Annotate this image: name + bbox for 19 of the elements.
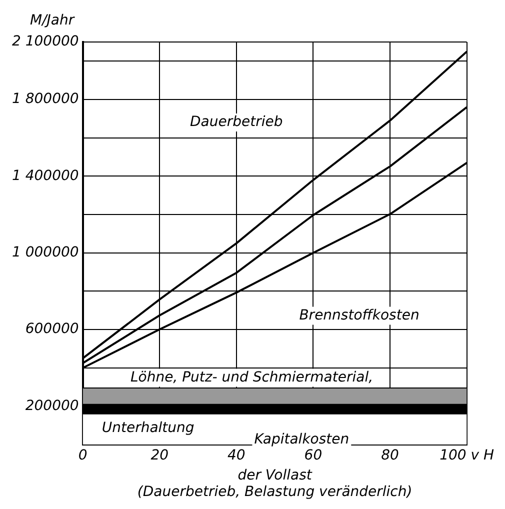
y-tick-label: 1 800000 [12,91,79,108]
annotation: Dauerbetrieb [190,114,283,130]
x-tick-label: 0 [78,448,88,464]
x-axis-title: der Vollast (Dauerbetrieb, Belastung veränderlich) [137,467,412,500]
y-tick-label: 1 400000 [12,168,79,184]
x-tick-label: 20 [150,448,169,464]
annotation: Kapitalkosten [254,431,350,448]
y-tick-label: 1 000000 [12,244,79,261]
y-axis-title: M/Jahr [30,12,76,29]
annotation: Brennstoffkosten [299,307,420,324]
x-tick-label: 60 [304,448,322,464]
annotation: Unterhaltung [102,420,194,436]
x-tick-label: 40 [227,448,246,464]
x-tick-label: 80 [381,448,399,464]
y-tick-label: 200000 [25,398,79,414]
y-tick-label: 2 100000 [12,34,79,50]
y-tick-label: 600000 [25,321,79,338]
annotation: Löhne, Putz- und Schmiermaterial, [130,369,374,386]
x-tick-label: 100 v H [440,448,494,464]
